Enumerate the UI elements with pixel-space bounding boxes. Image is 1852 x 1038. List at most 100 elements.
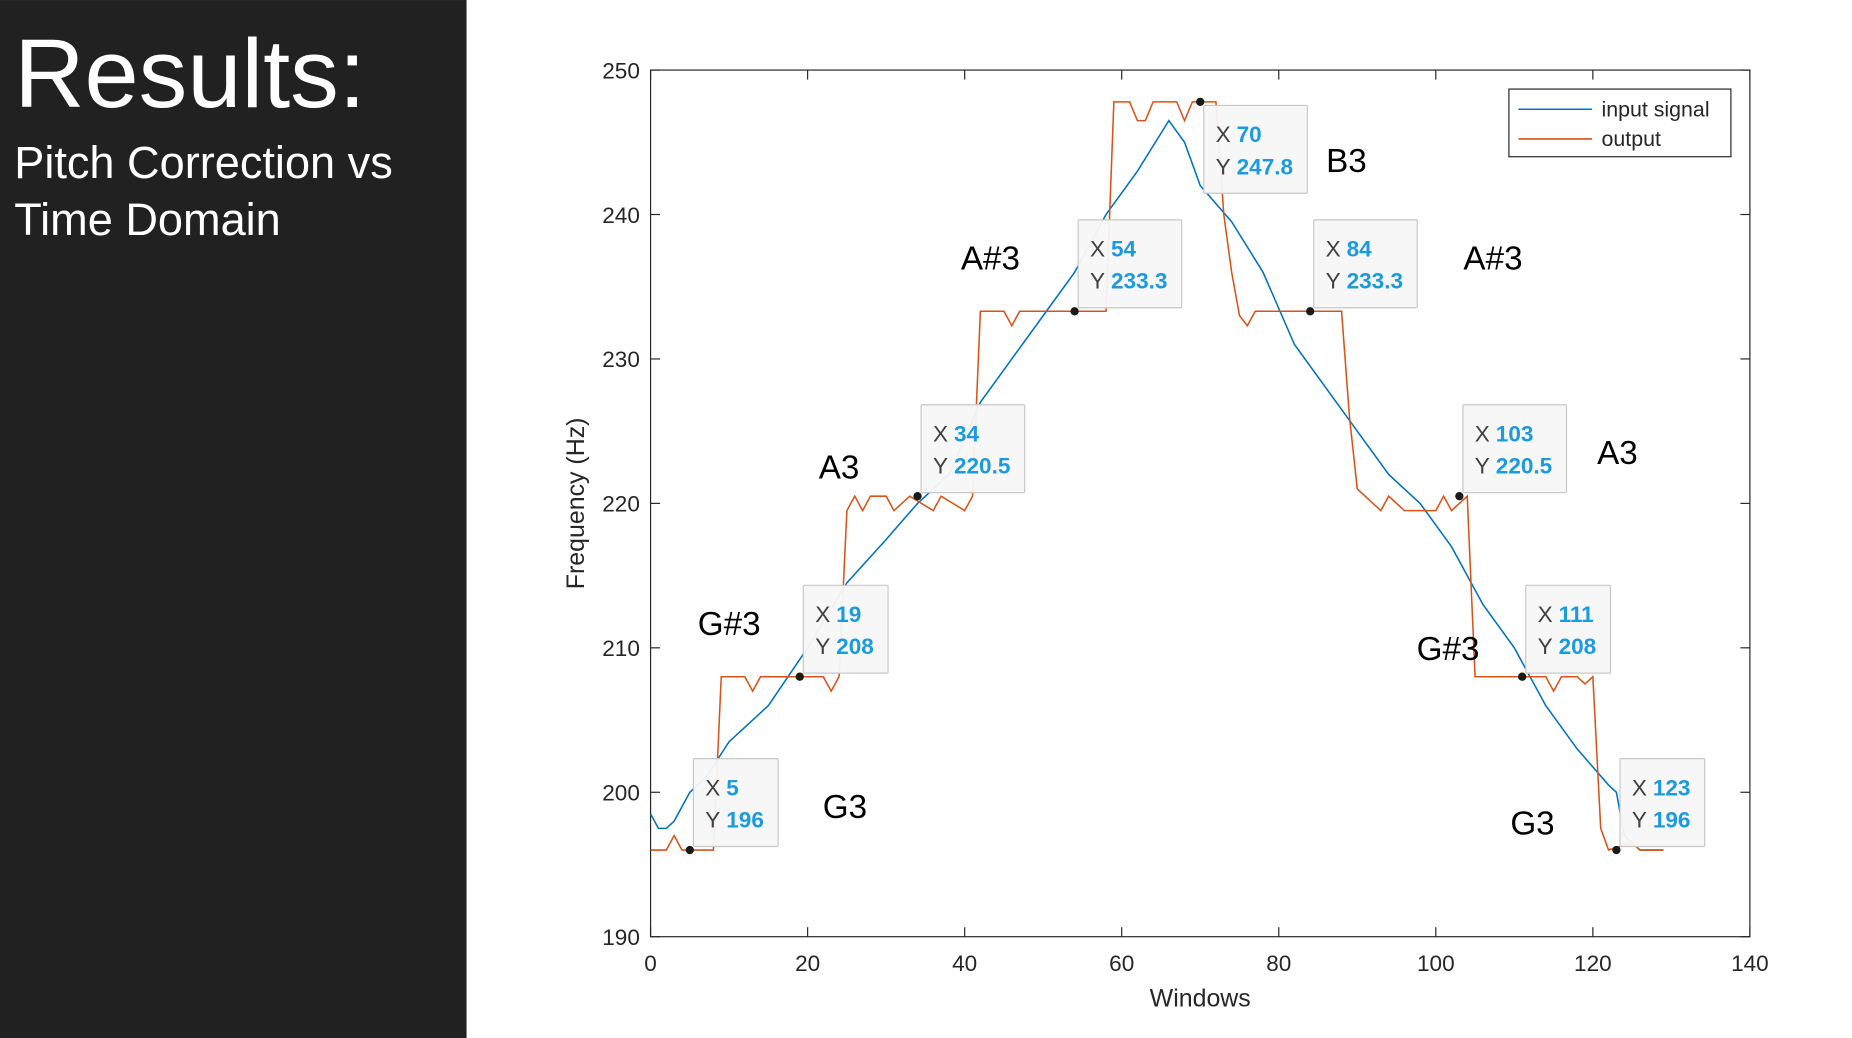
datatip-label: X xyxy=(705,775,720,800)
datatip-point xyxy=(913,492,922,501)
y-tick-label: 210 xyxy=(602,636,640,661)
x-tick-label: 120 xyxy=(1574,951,1612,976)
datatip-label: Y xyxy=(705,807,720,832)
y-tick-label: 240 xyxy=(602,203,640,228)
datatip-value: 54 xyxy=(1111,237,1137,262)
datatip-value: 208 xyxy=(836,634,874,659)
datatip-label: X xyxy=(1326,237,1341,262)
datatip: X 19Y 208 xyxy=(795,584,889,681)
slide-subtitle: Pitch Correction vs xyxy=(14,137,393,188)
datatip-value: 5 xyxy=(726,775,739,800)
datatip-box xyxy=(1525,584,1612,674)
datatip-box xyxy=(920,404,1026,494)
datatip: X 84Y 233.3 xyxy=(1306,219,1418,316)
y-tick-label: 220 xyxy=(602,492,640,517)
datatip-point xyxy=(1196,97,1205,107)
slide-title: Results: xyxy=(14,19,366,128)
slide-subtitle: Time Domain xyxy=(14,194,281,245)
legend-label: input signal xyxy=(1602,97,1710,121)
datatip-value: 220.5 xyxy=(1496,454,1552,479)
datatip-value: 84 xyxy=(1347,237,1373,262)
datatip-label: X xyxy=(933,422,948,447)
datatip: X 34Y 220.5 xyxy=(913,404,1026,501)
datatip-point xyxy=(1455,492,1464,501)
datatip-note: A#3 xyxy=(1463,241,1522,278)
datatip-value: 233.3 xyxy=(1111,269,1167,294)
datatip-label: Y xyxy=(1475,454,1490,479)
datatip-note: G#3 xyxy=(1417,631,1480,668)
datatip-note: G3 xyxy=(1510,806,1554,843)
datatip-label: Y xyxy=(1216,154,1231,179)
datatip-note: G3 xyxy=(823,789,867,826)
datatip-value: 103 xyxy=(1496,422,1534,447)
datatip-box xyxy=(802,584,889,674)
datatip-label: Y xyxy=(815,634,830,659)
datatip-box xyxy=(1313,219,1418,309)
datatip-box xyxy=(1203,104,1308,194)
datatip: X 70Y 247.8 xyxy=(1196,97,1308,194)
datatip-value: 19 xyxy=(836,602,861,627)
datatip-note: G#3 xyxy=(698,606,761,643)
datatip-note: A3 xyxy=(819,449,860,486)
datatip-label: X xyxy=(1090,237,1105,262)
datatip-value: 34 xyxy=(954,422,980,447)
x-tick-label: 80 xyxy=(1266,951,1291,976)
datatip-box xyxy=(1462,404,1568,494)
plot: 0 20 40 60 80 100 120 140 190 200 210 220 230 240 250 W… xyxy=(562,58,1769,1012)
datatip-label: X xyxy=(1538,602,1553,627)
x-tick-label: 20 xyxy=(795,951,820,976)
datatip: X 5Y 196 xyxy=(685,758,779,855)
datatip-label: Y xyxy=(1632,807,1647,832)
datatip-note: B3 xyxy=(1326,143,1367,180)
datatip-point xyxy=(685,845,694,855)
datatip-box xyxy=(1077,219,1183,309)
datatip-point xyxy=(1518,672,1527,681)
datatip: X 54Y 233.3 xyxy=(1070,219,1183,316)
datatip-label: X xyxy=(815,602,830,627)
datatip-label: X xyxy=(1216,122,1231,147)
datatip-point xyxy=(1612,845,1621,855)
y-tick-label: 200 xyxy=(602,781,640,806)
datatip-point xyxy=(795,672,804,681)
datatip-point xyxy=(1306,307,1315,316)
datatip-value: 111 xyxy=(1559,602,1594,627)
datatip-value: 208 xyxy=(1559,634,1597,659)
datatip-note: A3 xyxy=(1597,435,1638,472)
series-line xyxy=(649,119,1664,851)
datatip-value: 123 xyxy=(1653,775,1691,800)
datatip-label: X xyxy=(1632,775,1647,800)
y-tick-label: 250 xyxy=(602,58,640,83)
datatip-label: Y xyxy=(933,454,948,479)
datatip-value: 233.3 xyxy=(1347,269,1403,294)
legend-box xyxy=(1508,88,1732,158)
x-axis-label: Windows xyxy=(1150,985,1251,1013)
datatip-point xyxy=(1070,307,1079,316)
datatip-box xyxy=(692,758,779,848)
datatip-note: A#3 xyxy=(961,241,1020,278)
x-tick-label: 140 xyxy=(1731,951,1769,976)
datatip-value: 247.8 xyxy=(1237,154,1293,179)
side-panel xyxy=(0,0,467,1038)
datatip-value: 70 xyxy=(1237,122,1262,147)
y-tick-label: 230 xyxy=(602,347,640,372)
series-line xyxy=(650,101,1664,851)
datatip-label: Y xyxy=(1090,269,1105,294)
y-tick-label: 190 xyxy=(602,925,640,950)
x-tick-label: 60 xyxy=(1109,951,1134,976)
plot-area xyxy=(649,69,1751,938)
datatip-value: 196 xyxy=(1653,807,1691,832)
datatip-value: 220.5 xyxy=(954,454,1010,479)
datatip-box xyxy=(1619,758,1706,848)
x-tick-label: 40 xyxy=(952,951,977,976)
datatip-label: Y xyxy=(1326,269,1341,294)
datatip-value: 196 xyxy=(726,807,764,832)
x-tick-label: 0 xyxy=(644,951,657,976)
legend-label: output xyxy=(1602,127,1661,151)
y-axis-label: Frequency (Hz) xyxy=(562,418,590,590)
datatip-label: X xyxy=(1475,422,1490,447)
